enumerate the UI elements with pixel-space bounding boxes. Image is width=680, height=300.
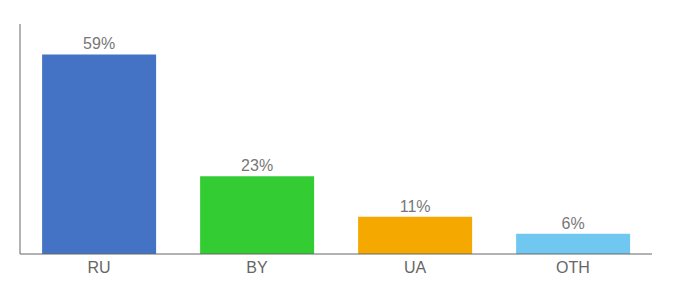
svg-text:6%: 6% <box>562 215 585 232</box>
svg-text:59%: 59% <box>83 35 115 52</box>
svg-text:OTH: OTH <box>556 259 590 276</box>
svg-text:UA: UA <box>404 259 427 276</box>
svg-text:BY: BY <box>246 259 268 276</box>
svg-text:11%: 11% <box>400 198 431 215</box>
svg-text:23%: 23% <box>241 157 273 174</box>
svg-text:RU: RU <box>87 259 110 276</box>
